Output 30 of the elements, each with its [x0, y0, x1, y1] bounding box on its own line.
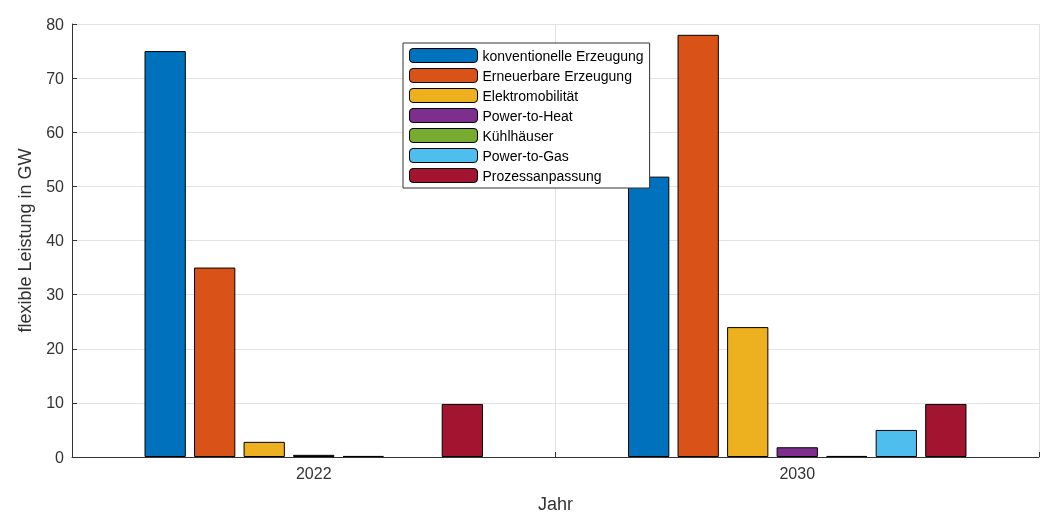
legend-label: Power-to-Heat — [482, 107, 573, 124]
legend-label: Erneuerbare Erzeugung — [482, 67, 632, 84]
y-tick-label: 30 — [46, 286, 65, 304]
y-tick-label: 40 — [46, 232, 65, 249]
legend-label: konventionelle Erzeugung — [482, 47, 644, 64]
y-tick-label: 80 — [46, 15, 65, 33]
bar — [628, 176, 670, 457]
bar — [677, 34, 719, 457]
bar — [776, 447, 818, 457]
y-tick-label: 10 — [46, 394, 65, 412]
y-tick-label: 60 — [46, 123, 65, 141]
legend-label: Kühlhäuser — [482, 127, 554, 144]
x-axis-title: Jahr — [537, 494, 574, 514]
y-tick-label: 50 — [46, 177, 65, 195]
y-tick-label: 20 — [46, 340, 65, 358]
bar — [144, 51, 186, 457]
legend-label: Elektromobilität — [482, 87, 579, 104]
bar — [875, 429, 917, 457]
bar — [194, 267, 236, 457]
y-tick-label: 0 — [55, 448, 65, 466]
legend-label: Power-to-Gas — [482, 147, 569, 164]
y-axis-title: flexible Leistung in GW — [15, 148, 35, 333]
bar — [441, 403, 483, 457]
legend-label: Prozessanpassung — [482, 167, 602, 184]
bar — [925, 403, 967, 457]
bar — [727, 327, 769, 457]
x-tick-label: 2022 — [295, 464, 332, 482]
bar — [243, 441, 285, 457]
y-tick-label: 70 — [46, 69, 65, 87]
x-tick-label: 2030 — [779, 464, 816, 482]
